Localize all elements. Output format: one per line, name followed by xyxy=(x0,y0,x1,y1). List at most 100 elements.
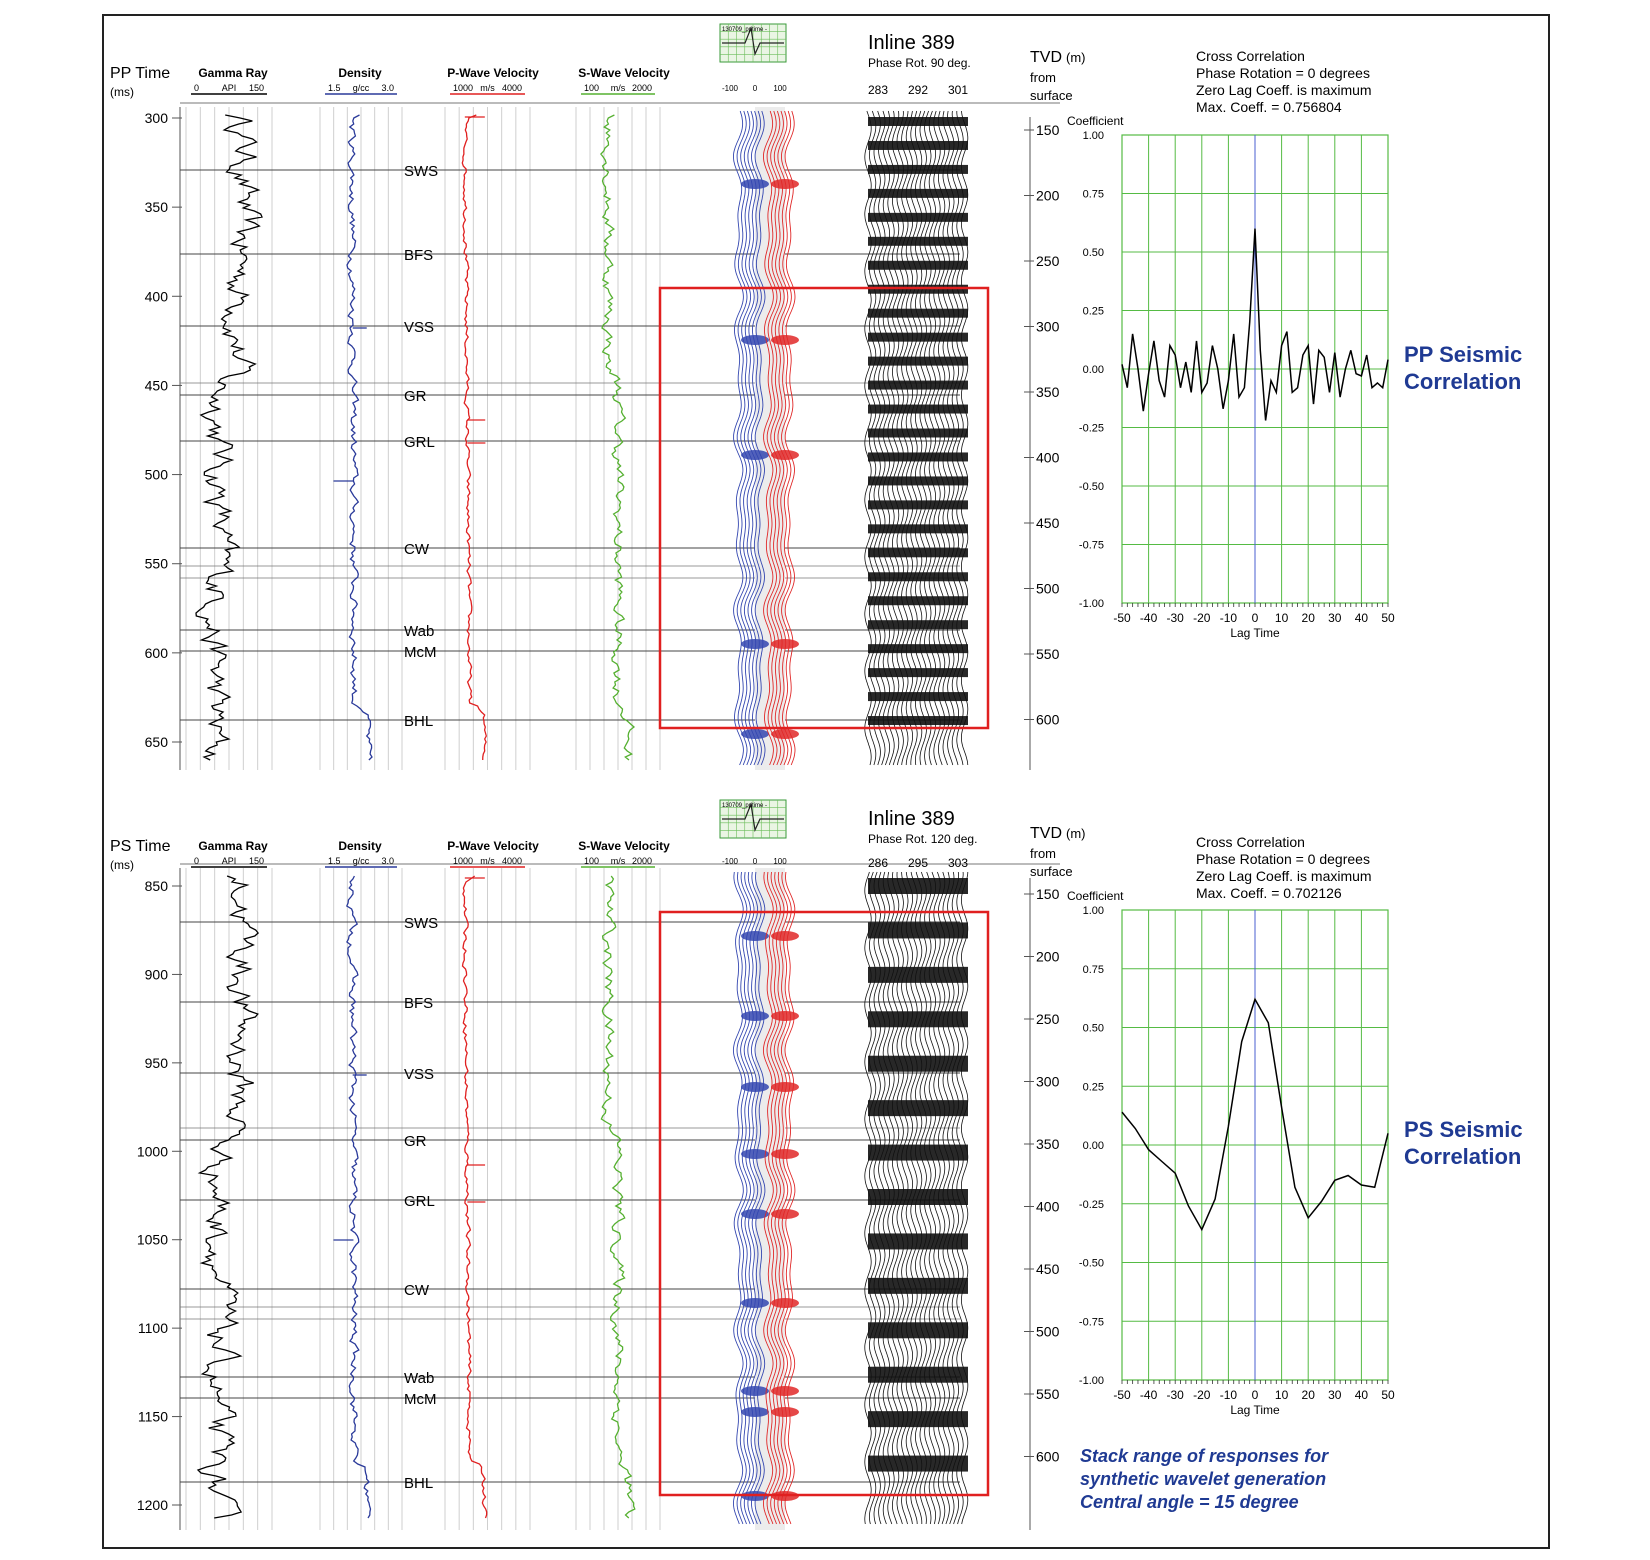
time-tick-label: 900 xyxy=(145,966,169,982)
seismic-event xyxy=(868,380,968,390)
seismic-event xyxy=(868,596,968,606)
pwave-scale-max: 4000 xyxy=(502,856,522,866)
horizon-label: GR xyxy=(404,388,427,405)
x-tick-label: 50 xyxy=(1381,1388,1395,1402)
x-tick-label: 30 xyxy=(1328,1388,1342,1402)
pwave-scale-unit: m/s xyxy=(480,856,495,866)
gamma-scale-min: 0 xyxy=(194,83,199,93)
seismic-event xyxy=(868,1100,968,1117)
wavelet-curve xyxy=(722,25,784,57)
seismic-event xyxy=(868,332,968,342)
y-tick-label: 0.00 xyxy=(1083,364,1104,376)
time-tick-label: 300 xyxy=(145,110,169,126)
x-tick-label: -20 xyxy=(1193,611,1211,625)
horizon-label: Wab xyxy=(404,623,434,640)
y-axis-label: Coefficient xyxy=(1067,889,1124,903)
seismic-event xyxy=(868,668,968,678)
y-tick-label: -1.00 xyxy=(1079,1375,1104,1387)
synthetic-peak xyxy=(771,1082,799,1092)
synthetic-trace xyxy=(766,110,778,766)
seismic-trace xyxy=(910,110,918,766)
gamma-scale-unit: API xyxy=(222,83,237,93)
gamma-track-title: Gamma Ray xyxy=(198,66,268,80)
seismic-trace xyxy=(887,110,895,766)
synthetic-peak xyxy=(741,729,769,739)
seismic-trace xyxy=(868,110,877,766)
seismic-event xyxy=(868,922,968,939)
synthetic-trace xyxy=(736,110,748,766)
cdp-label: 303 xyxy=(948,856,968,870)
x-tick-label: -50 xyxy=(1113,611,1131,625)
seismic-trace xyxy=(937,110,946,766)
pwave-track-title: P-Wave Velocity xyxy=(447,66,539,80)
seismic-event xyxy=(868,548,968,558)
stack-range-note: synthetic wavelet generation xyxy=(1080,1469,1326,1489)
synthetic-peak xyxy=(771,931,799,941)
synthetic-traces-red xyxy=(762,871,799,1525)
figure-frame xyxy=(102,14,1550,1549)
tvd-tick-label: 350 xyxy=(1036,384,1060,400)
time-tick-label: 950 xyxy=(145,1055,169,1071)
tvd-tick-label: 300 xyxy=(1036,319,1060,335)
x-tick-label: 10 xyxy=(1275,1388,1289,1402)
synthetic-peak xyxy=(741,1386,769,1396)
synthetic-trace xyxy=(762,871,774,1525)
wavelet-thumbnail: 130709_pptime - -100 0 100 xyxy=(719,23,787,93)
swave-scale-max: 2000 xyxy=(632,83,652,93)
time-tick-label: 850 xyxy=(145,878,169,894)
synthetic-peak xyxy=(771,1149,799,1159)
seismic-event xyxy=(868,1189,968,1205)
tvd-label: TVD xyxy=(1030,825,1062,842)
density-scale-max: 3.0 xyxy=(381,83,394,93)
synthetic-peak xyxy=(741,639,769,649)
tvd-tick-label: 200 xyxy=(1036,188,1060,204)
synthetic-peak xyxy=(771,179,799,189)
y-tick-label: 0.75 xyxy=(1083,189,1104,201)
x-tick-label: -40 xyxy=(1140,1388,1158,1402)
gamma-scale-unit: API xyxy=(222,856,237,866)
y-tick-label: 1.00 xyxy=(1083,905,1104,917)
tvd-from: from xyxy=(1030,70,1056,85)
swave-scale-max: 2000 xyxy=(632,856,652,866)
seismic-event xyxy=(868,1322,968,1339)
x-tick-label: 40 xyxy=(1355,1388,1369,1402)
phase-rotation-label: Phase Rot. 120 deg. xyxy=(868,832,977,846)
seismic-trace xyxy=(960,110,969,766)
seismic-event xyxy=(868,1455,968,1472)
cdp-label: 286 xyxy=(868,856,888,870)
chart-subtitle: Zero Lag Coeff. is maximum xyxy=(1196,868,1372,884)
density-scale-unit: g/cc xyxy=(353,856,370,866)
cdp-label: 292 xyxy=(908,83,928,97)
seismic-event xyxy=(868,476,968,486)
synthetic-peak xyxy=(741,179,769,189)
correlation-title: Correlation xyxy=(1404,1144,1521,1169)
time-tick-label: 600 xyxy=(145,645,169,661)
synthetic-trace xyxy=(773,110,785,766)
y-tick-label: 0.50 xyxy=(1083,247,1104,259)
y-tick-label: -0.75 xyxy=(1079,1316,1104,1328)
gamma-ray-curve xyxy=(195,114,263,761)
time-axis-label: PS Time xyxy=(110,838,171,855)
phase-rotation-label: Phase Rot. 90 deg. xyxy=(868,56,971,70)
synthetic-peak xyxy=(741,1082,769,1092)
seismic-event xyxy=(868,164,968,174)
time-axis-label: PP Time xyxy=(110,65,170,82)
tvd-tick-label: 600 xyxy=(1036,1449,1060,1465)
horizon-label: BHL xyxy=(404,1475,433,1492)
synthetic-peak xyxy=(741,1149,769,1159)
tvd-tick-label: 500 xyxy=(1036,1324,1060,1340)
y-tick-label: 0.25 xyxy=(1083,1081,1104,1093)
synthetic-peak xyxy=(741,335,769,345)
highlight-box xyxy=(658,286,990,730)
x-tick-label: -50 xyxy=(1113,1388,1131,1402)
synthetic-trace xyxy=(777,110,789,766)
x-tick-label: -20 xyxy=(1193,1388,1211,1402)
seismic-event xyxy=(868,500,968,510)
y-tick-label: 0.00 xyxy=(1083,1140,1104,1152)
chart-subtitle: Phase Rotation = 0 degrees xyxy=(1196,851,1370,867)
seismic-event xyxy=(868,404,968,414)
time-tick-label: 1200 xyxy=(137,1497,168,1513)
time-tick-label: 350 xyxy=(145,199,169,215)
wavelet-tick-label: -100 xyxy=(722,857,739,866)
seismic-event xyxy=(868,452,968,462)
